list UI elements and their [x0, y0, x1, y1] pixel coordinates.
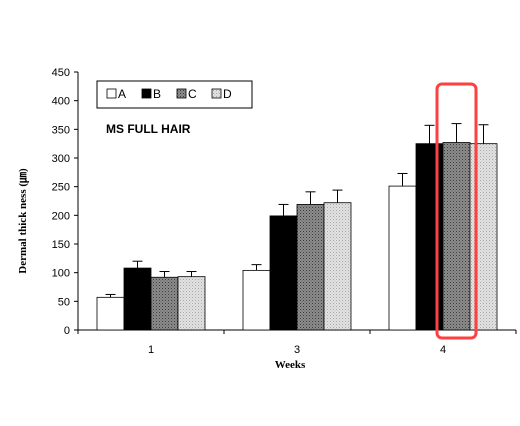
bar-C-3	[296, 204, 325, 331]
y-tick-label: 150	[52, 239, 70, 251]
y-tick-label: 400	[52, 96, 70, 108]
y-ticks: 0 50 100 150 200 250 300 350 400 450	[52, 67, 516, 337]
legend-swatch-A	[106, 88, 117, 99]
bar-B-3	[269, 215, 298, 331]
bar-A-3	[242, 269, 271, 331]
bar-A-4	[388, 185, 417, 331]
x-tick-label: 4	[440, 344, 446, 356]
y-tick-label: 0	[64, 325, 70, 337]
bar-C-4	[442, 142, 471, 331]
bar-D-1	[177, 276, 206, 331]
legend: A B C D	[96, 80, 253, 109]
bars	[96, 82, 498, 340]
bar-D-3	[323, 202, 352, 331]
y-tick-label: 450	[52, 67, 70, 79]
y-tick-label: 350	[52, 124, 70, 136]
legend-swatch-D	[211, 88, 222, 99]
legend-box	[96, 80, 253, 109]
legend-label-B: B	[153, 87, 161, 101]
y-tick-label: 300	[52, 153, 70, 165]
legend-swatch-B	[141, 88, 152, 99]
x-tick-label: 3	[294, 344, 300, 356]
y-axis-title: Dermal thick ness (㎛)	[17, 168, 29, 274]
x-ticks: 1 3 4	[77, 330, 517, 356]
bar-D-4	[469, 143, 498, 331]
y-tick-label: 200	[52, 210, 70, 222]
y-tick-label: 50	[58, 296, 70, 308]
legend-label-A: A	[118, 87, 126, 101]
legend-swatch-C	[176, 88, 187, 99]
x-tick-label: 1	[148, 344, 154, 356]
x-axis-title: Weeks	[275, 359, 306, 371]
bar-C-1	[150, 276, 179, 331]
legend-label-D: D	[223, 87, 232, 101]
bar-B-4	[415, 143, 444, 331]
annotation-label: MS FULL HAIR	[106, 122, 191, 136]
legend-label-C: C	[188, 87, 197, 101]
bar-A-1	[96, 296, 125, 331]
y-tick-label: 250	[52, 182, 70, 194]
bar-B-1	[123, 267, 152, 331]
highlight-box	[435, 82, 478, 340]
y-tick-label: 100	[52, 268, 70, 280]
